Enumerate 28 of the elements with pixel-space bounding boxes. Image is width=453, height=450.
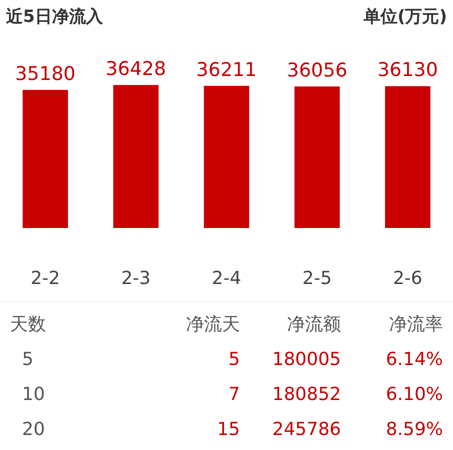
data-label: 36130 [377, 59, 438, 82]
chart-title: 近5日净流入 [5, 7, 104, 27]
text: 天数 [10, 314, 46, 335]
x-tick-label: 2-4 [212, 268, 242, 289]
x-tick-label: 2-6 [392, 268, 422, 289]
x-tick-label: 2-2 [30, 268, 60, 289]
data-label: 36428 [106, 58, 166, 80]
text: 180852 [272, 384, 341, 405]
data-label: 36211 [196, 58, 257, 81]
text: 20 [22, 419, 45, 440]
text: 6.10% [386, 384, 443, 405]
text: 5 [22, 349, 34, 370]
text: 净流额 [287, 314, 341, 335]
text: 净流率 [389, 314, 443, 335]
data-label: 36056 [286, 59, 348, 82]
chart-subtitle: 单位(万元) [362, 7, 447, 27]
text: 5 [228, 349, 240, 370]
text: 净流天 [186, 314, 240, 335]
text: 15 [217, 419, 240, 440]
text: 6.14% [386, 349, 443, 370]
text: 10 [22, 384, 45, 405]
text: 8.59% [386, 419, 443, 440]
x-tick-label: 2-5 [302, 268, 332, 289]
text: 180005 [272, 349, 341, 370]
text: 7 [228, 384, 240, 405]
text: 245786 [272, 419, 341, 440]
x-tick-label: 2-3 [121, 268, 151, 289]
data-label: 35180 [15, 62, 76, 85]
